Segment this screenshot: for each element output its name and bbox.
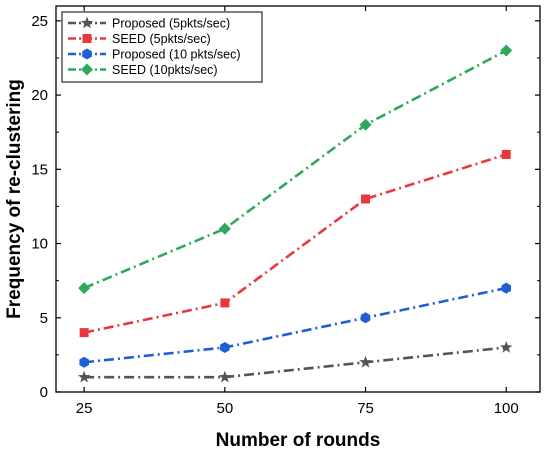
x-axis-title: Number of rounds bbox=[216, 430, 381, 451]
series-0 bbox=[77, 340, 513, 383]
legend-entry-1: SEED (5pkts/sec) bbox=[68, 32, 211, 46]
data-point bbox=[79, 356, 89, 368]
data-point bbox=[79, 328, 89, 338]
data-point bbox=[78, 282, 91, 295]
y-tick-label: 20 bbox=[31, 87, 48, 104]
y-tick-label: 25 bbox=[31, 13, 48, 30]
data-point bbox=[218, 370, 232, 383]
x-tick-label: 100 bbox=[494, 400, 519, 417]
y-tick-label: 5 bbox=[40, 310, 48, 327]
series-1 bbox=[79, 149, 511, 338]
series-line bbox=[83, 49, 507, 290]
data-point bbox=[359, 118, 372, 131]
series-2 bbox=[79, 282, 511, 368]
data-point bbox=[500, 340, 513, 353]
y-tick-label: 0 bbox=[40, 384, 48, 401]
x-tick-label: 50 bbox=[216, 400, 233, 417]
series-line bbox=[84, 286, 507, 364]
y-tick-label: 15 bbox=[31, 161, 48, 178]
plot-frame bbox=[55, 5, 541, 393]
legend-label: Proposed (10 pkts/sec) bbox=[112, 48, 241, 62]
data-point bbox=[360, 312, 371, 324]
data-point bbox=[361, 194, 371, 204]
legend-swatch-marker bbox=[82, 34, 92, 43]
legend: Proposed (5pkts/sec)SEED (5pkts/sec) Prop… bbox=[61, 11, 263, 83]
data-point bbox=[500, 44, 513, 57]
data-point bbox=[501, 149, 511, 159]
series-line bbox=[83, 153, 507, 334]
legend-entry-3: SEED (10pkts/sec) bbox=[68, 63, 218, 77]
legend-swatch-marker bbox=[80, 16, 94, 29]
legend-entry-2: Proposed (10 pkts/sec) bbox=[68, 48, 241, 62]
data-point bbox=[77, 370, 91, 383]
data-point bbox=[218, 222, 231, 235]
legend-label: SEED (5pkts/sec) bbox=[112, 32, 211, 46]
axes-layer: 25 50 75 100 0 5 10 15 20 25 bbox=[31, 5, 541, 417]
legend-label: SEED (10pkts/sec) bbox=[112, 63, 218, 77]
legend-entry-0: Proposed (5pkts/sec) bbox=[68, 16, 230, 31]
y-tick-label: 10 bbox=[31, 236, 48, 253]
series-line bbox=[84, 346, 507, 379]
x-tick-label: 25 bbox=[76, 400, 93, 417]
x-tick-label: 75 bbox=[357, 400, 374, 417]
legend-swatch-marker bbox=[82, 48, 92, 60]
data-point bbox=[220, 341, 230, 353]
data-point bbox=[359, 355, 372, 368]
legend-swatch-marker bbox=[81, 63, 93, 76]
series-layer bbox=[77, 44, 513, 383]
y-axis-title: Frequency of re-clustering bbox=[4, 79, 25, 319]
series-3 bbox=[78, 44, 513, 295]
data-point bbox=[501, 282, 511, 294]
legend-label: Proposed (5pkts/sec) bbox=[112, 17, 230, 31]
data-point bbox=[220, 298, 230, 308]
